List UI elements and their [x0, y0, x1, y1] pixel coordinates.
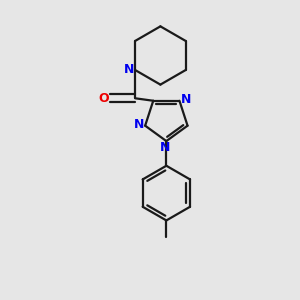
Text: N: N — [160, 140, 171, 154]
Text: N: N — [134, 118, 144, 131]
Text: N: N — [124, 63, 134, 76]
Text: N: N — [181, 93, 191, 106]
Text: O: O — [99, 92, 109, 105]
